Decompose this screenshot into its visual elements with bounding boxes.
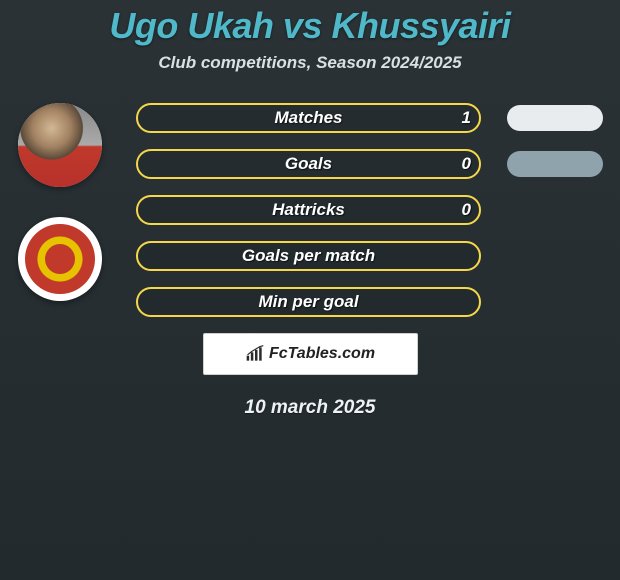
stat-bars: Matches1Goals0Hattricks0Goals per matchM… — [136, 103, 481, 317]
player1-avatar-image — [18, 103, 102, 187]
page-title: Ugo Ukah vs Khussyairi — [0, 0, 620, 47]
stat-row-hattricks: Hattricks0 — [136, 195, 481, 225]
avatars-column — [0, 103, 120, 301]
stat-label: Hattricks — [136, 195, 481, 225]
stat-value: 1 — [462, 103, 471, 133]
player1-avatar — [18, 103, 102, 187]
branding-text: FcTables.com — [269, 345, 375, 363]
pill-spacer — [490, 289, 620, 335]
stat-row-goals-per-match: Goals per match — [136, 241, 481, 271]
bar-4 — [259, 347, 262, 360]
stat-label: Goals per match — [136, 241, 481, 271]
comparison-pill — [507, 151, 603, 177]
bar-3 — [255, 350, 258, 361]
stat-value: 0 — [462, 149, 471, 179]
comparison-pill — [507, 105, 603, 131]
bar-2 — [251, 352, 254, 360]
pill-spacer — [490, 243, 620, 289]
comparison-panel: Matches1Goals0Hattricks0Goals per matchM… — [0, 103, 620, 317]
stat-row-goals: Goals0 — [136, 149, 481, 179]
right-pills-column — [490, 103, 620, 335]
footer-date: 10 march 2025 — [0, 397, 620, 419]
stat-row-matches: Matches1 — [136, 103, 481, 133]
player2-avatar — [18, 217, 102, 301]
bar-1 — [247, 356, 250, 361]
stat-label: Matches — [136, 103, 481, 133]
stat-label: Goals — [136, 149, 481, 179]
subtitle: Club competitions, Season 2024/2025 — [0, 53, 620, 73]
branding-box: FcTables.com — [203, 333, 418, 375]
stat-row-min-per-goal: Min per goal — [136, 287, 481, 317]
player2-club-crest — [25, 224, 95, 294]
bar-chart-icon — [245, 345, 265, 363]
pill-spacer — [490, 197, 620, 243]
stat-value: 0 — [462, 195, 471, 225]
stat-label: Min per goal — [136, 287, 481, 317]
